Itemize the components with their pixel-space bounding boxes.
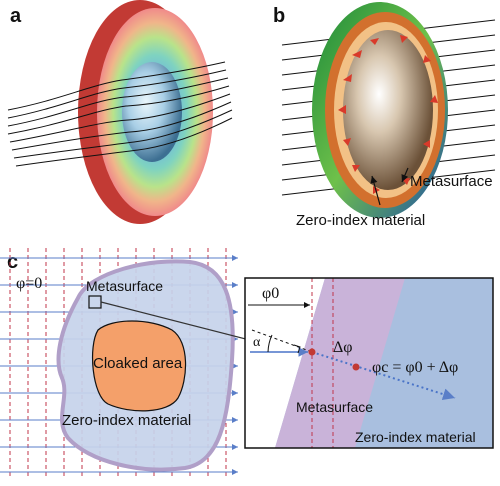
inset-entry-point <box>308 348 316 356</box>
panel-c-cloaked-label: Cloaked area <box>93 355 183 372</box>
panel-b-metasurface-pointer <box>401 167 409 183</box>
panel-a-core <box>122 62 182 162</box>
inset-phi0-label: φ0 <box>262 285 279 302</box>
inset-angle-arc <box>267 334 273 353</box>
panel-b-core <box>343 30 433 190</box>
inset-refracted-ray <box>311 351 456 401</box>
panel-c-label: c <box>7 251 18 273</box>
panel-b-label: b <box>273 5 285 27</box>
panel-c-phase-label: φ=0 <box>16 275 42 292</box>
inset-right-angle <box>293 344 301 354</box>
inset-surface-normal <box>251 329 313 353</box>
panel-a-field-lines <box>7 61 233 167</box>
inset-metasurface-label: Metasurface <box>296 399 373 415</box>
panel-c-zero-index-label: Zero-index material <box>62 412 191 429</box>
panel-b-metasurface-label: Metasurface <box>410 173 493 190</box>
inset-delta-phi-label: Δφ <box>333 339 353 356</box>
inset-alpha-label: α <box>253 335 261 350</box>
panel-b-metasurface-arrows <box>338 35 438 194</box>
panel-b-zero-index-pointer <box>370 175 381 206</box>
panel-a: a <box>7 0 233 224</box>
panel-a-label: a <box>10 5 22 27</box>
panel-c-metasurface-label: Metasurface <box>86 278 163 294</box>
inset-panel: φ0 α Δφ φc = φ0 + Δφ Metasurface Zero-in… <box>244 277 494 449</box>
inset-exit-point <box>352 363 360 371</box>
panel-b-zero-index-label: Zero-index material <box>296 212 425 229</box>
inset-metasurface-band <box>275 278 405 448</box>
inset-frame <box>244 277 494 449</box>
panel-c-cloaked-area <box>91 320 187 412</box>
inset-zero-index-label: Zero-index material <box>355 429 476 445</box>
panel-b: b <box>273 2 496 229</box>
inset-phic-label: φc = φ0 + Δφ <box>372 359 458 376</box>
panel-c: c <box>0 248 309 478</box>
